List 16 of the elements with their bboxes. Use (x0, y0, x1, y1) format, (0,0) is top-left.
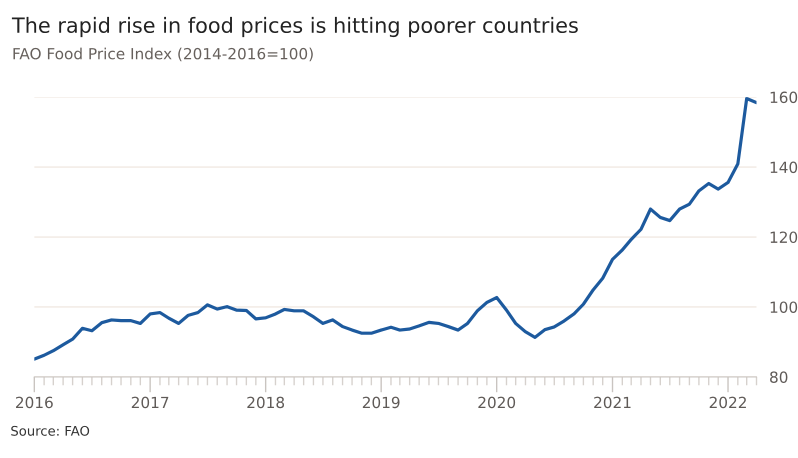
y-tick-label: 140 (770, 162, 798, 174)
x-tick-label: 2022 (710, 396, 746, 408)
chart-subtitle: FAO Food Price Index (2014-2016=100) (13, 48, 313, 62)
x-tick-label: 2021 (594, 396, 631, 408)
x-tick-label: 2019 (362, 396, 400, 408)
source-note: Source: FAO (11, 426, 90, 436)
x-tick-label: 2017 (132, 396, 168, 408)
y-tick-label: 100 (770, 301, 798, 313)
x-tick-label: 2018 (247, 396, 284, 408)
y-tick-label: 160 (770, 92, 798, 104)
chart-title: The rapid rise in food prices is hitting poorer countries (12, 16, 578, 38)
x-tick-label: 2020 (478, 396, 516, 408)
y-tick-label: 120 (770, 231, 798, 244)
y-tick-label: 80 (770, 371, 788, 383)
line-series (34, 97, 757, 361)
x-tick-label: 2016 (16, 396, 53, 408)
